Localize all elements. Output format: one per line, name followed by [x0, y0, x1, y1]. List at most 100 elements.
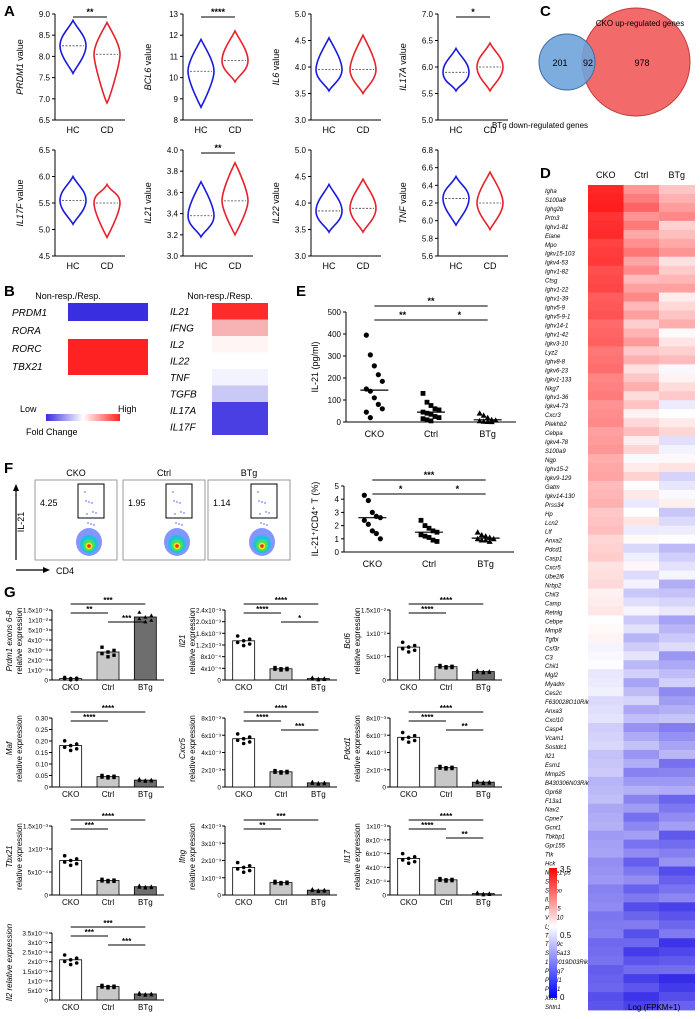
heat-cell: [588, 642, 624, 652]
y-tick-label: 200: [328, 374, 342, 383]
heat-cell: [659, 794, 695, 805]
heat-cell: [623, 462, 660, 473]
data-point: [363, 332, 369, 338]
x-tick-label: CD: [484, 261, 497, 271]
sig-label: ***: [103, 919, 113, 928]
heat-cell: [623, 364, 660, 374]
data-point: [279, 880, 283, 885]
sig-label: ***: [85, 928, 95, 937]
heat-cell: [659, 256, 695, 267]
data-point: [112, 774, 116, 778]
data-point: [112, 648, 116, 653]
venn-label-cko: CKO up-regulated genes: [596, 19, 685, 28]
heat-cell: [623, 911, 660, 921]
heat-cell: [588, 660, 624, 670]
heat-cell: [659, 292, 695, 302]
data-point: [62, 677, 67, 681]
heat-cell: [588, 534, 624, 545]
data-point: [412, 855, 417, 859]
heat-cell: [623, 579, 660, 589]
y-axis-label-suffix: value: [398, 182, 408, 206]
sig-label: ****: [275, 596, 288, 605]
flow-x-arrowhead: [43, 567, 50, 573]
heat-cell: [659, 767, 695, 778]
heatmap-header-left: Non-resp./Resp.: [35, 291, 101, 301]
gene-label: PRDM1: [12, 308, 47, 319]
heat-cell: [659, 454, 695, 464]
gene-label: Nav2: [545, 808, 560, 814]
heat-cell: [588, 525, 624, 536]
data-point: [371, 363, 377, 369]
x-tick-label: BTg: [476, 898, 491, 907]
y-axis-label-gene: Prdm1 exons 6-8: [5, 610, 14, 671]
data-point: [106, 878, 110, 883]
data-point: [432, 406, 438, 412]
heat-cell: [659, 875, 695, 885]
heat-cell: [623, 552, 660, 563]
data-point: [406, 735, 411, 740]
gene-label: Nrbp2: [545, 584, 562, 590]
x-tick-label: BTg: [479, 429, 496, 439]
data-point: [476, 417, 483, 424]
colorbar-tick: 0: [560, 993, 565, 1002]
x-tick-label: Ctrl: [275, 683, 288, 692]
flow-event: [172, 491, 174, 493]
gene-label: Ube2l6: [545, 575, 565, 581]
heat-cell: [588, 938, 624, 948]
flow-event: [260, 522, 262, 524]
gene-label: Ces2c: [545, 691, 562, 697]
gene-label: Igkv15-103: [545, 252, 575, 258]
y-axis-label-suffix: relative expression: [15, 823, 24, 890]
heat-cell: [659, 409, 695, 419]
y-tick-label: 7.5: [39, 74, 51, 83]
heat-cell: [623, 480, 660, 491]
y-tick-label: 4: [335, 495, 340, 504]
data-point: [68, 743, 73, 748]
gene-label: Igkv6-23: [545, 368, 569, 374]
heat-cell: [623, 507, 660, 518]
gene-label: Csf3r: [545, 646, 560, 652]
data-point: [100, 645, 104, 649]
heat-cell: [659, 462, 695, 473]
heat-cell: [623, 974, 660, 984]
data-point: [74, 956, 79, 960]
data-point: [100, 651, 104, 656]
gene-label: Camp: [545, 601, 562, 607]
data-point: [400, 646, 405, 651]
violin-hc: [442, 174, 470, 227]
heat-cell: [588, 687, 624, 697]
heat-cell: [623, 193, 660, 204]
data-point: [112, 878, 116, 882]
data-point: [285, 880, 289, 884]
x-tick-label: Ctrl: [424, 429, 438, 439]
y-axis-label: IL17A value: [398, 43, 408, 91]
x-tick-label: Ctrl: [102, 898, 115, 907]
sig-label: ***: [103, 596, 113, 605]
y-tick-label: 4.5: [295, 37, 307, 46]
data-point: [106, 774, 110, 779]
heat-cell: [659, 687, 695, 697]
y-axis-label: PRDM1 value: [15, 39, 25, 95]
heat-cell: [588, 669, 624, 679]
data-point: [279, 667, 283, 671]
y-tick-label: 1.6x10⁻³: [196, 631, 222, 638]
data-point: [241, 736, 246, 741]
data-point: [428, 403, 434, 408]
data-point: [375, 372, 381, 378]
data-point: [434, 539, 440, 544]
gene-label: Igkv9-129: [545, 476, 572, 482]
flow-event: [88, 501, 90, 503]
y-tick-label: 6.0: [422, 217, 434, 226]
data-point: [371, 395, 377, 401]
data-point: [428, 411, 434, 417]
data-point: [418, 517, 424, 523]
heat-cell: [212, 402, 268, 419]
x-tick-label: HC: [67, 125, 80, 135]
data-point: [143, 615, 148, 619]
data-point: [149, 618, 154, 622]
flow-event: [87, 522, 89, 524]
heat-cell: [659, 884, 695, 894]
heat-cell: [659, 866, 695, 876]
x-tick-label: HC: [195, 125, 208, 135]
heat-cell: [588, 462, 624, 473]
